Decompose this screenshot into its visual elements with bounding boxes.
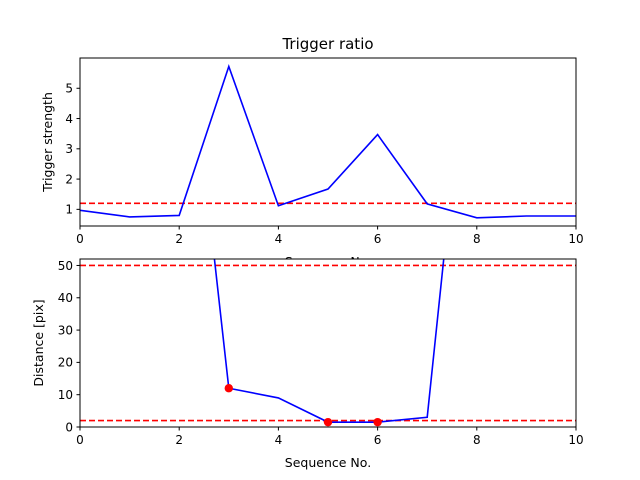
distance-chart: 0 2 4 6 8 10 0 10 20 30 40 50 Sequence No. Distance… bbox=[31, 258, 584, 470]
plot-area bbox=[80, 64, 576, 219]
axes-frame bbox=[79, 258, 577, 428]
x-tick-label: 2 bbox=[175, 433, 183, 447]
x-tick-label: 0 bbox=[76, 433, 84, 447]
x-tick-label: 8 bbox=[473, 232, 481, 246]
y-tick-label: 30 bbox=[58, 323, 73, 337]
y-axis-label: Distance [pix] bbox=[31, 299, 46, 386]
x-tick-label: 2 bbox=[175, 232, 183, 246]
axes-background bbox=[80, 259, 576, 427]
plot-area bbox=[80, 259, 576, 427]
y-tick-label: 2 bbox=[65, 172, 73, 186]
y-tick-label: 3 bbox=[65, 142, 73, 156]
y-tick-label: 1 bbox=[65, 203, 73, 217]
series-line bbox=[80, 64, 576, 219]
chart-title: Trigger ratio bbox=[281, 35, 373, 53]
x-tick-label: 10 bbox=[568, 433, 583, 447]
x-tick-label: 4 bbox=[275, 433, 283, 447]
data-point-marker bbox=[224, 384, 233, 393]
axes-frame bbox=[79, 57, 577, 227]
y-tick-label: 40 bbox=[58, 291, 73, 305]
y-axis-label: Trigger strength bbox=[40, 92, 55, 193]
data-point-marker bbox=[373, 417, 382, 427]
x-tick-label: 8 bbox=[473, 433, 481, 447]
x-tick-label: 6 bbox=[374, 433, 382, 447]
axis-ticks: 0 2 4 6 8 10 0 10 20 30 40 50 bbox=[58, 259, 584, 447]
data-point-marker bbox=[323, 417, 333, 427]
y-tick-label: 20 bbox=[58, 356, 73, 370]
x-tick-label: 6 bbox=[374, 232, 382, 246]
y-tick-label: 10 bbox=[58, 388, 73, 402]
x-tick-label: 10 bbox=[568, 232, 583, 246]
y-tick-label: 0 bbox=[65, 420, 73, 434]
x-tick-label: 0 bbox=[76, 232, 84, 246]
y-tick-label: 50 bbox=[58, 259, 73, 273]
y-tick-label: 4 bbox=[65, 112, 73, 126]
y-tick-label: 5 bbox=[65, 82, 73, 96]
x-tick-label: 4 bbox=[275, 232, 283, 246]
x-axis-label: Sequence No. bbox=[285, 455, 371, 470]
